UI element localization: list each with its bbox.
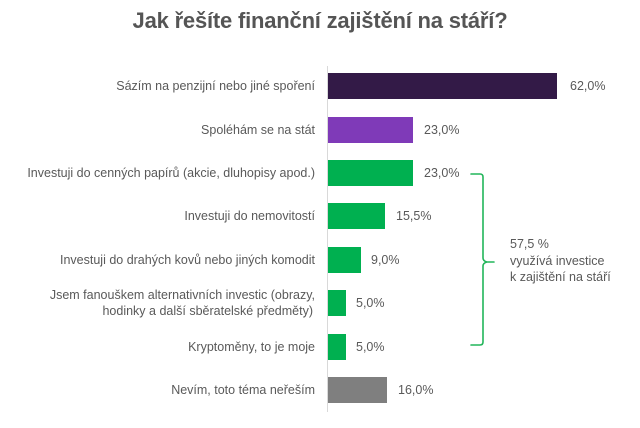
- bar-row: Nevím, toto téma neřeším 16,0%: [0, 377, 640, 403]
- bar-row: Investuji do cenných papírů (akcie, dluh…: [0, 160, 640, 186]
- category-label: Investuji do cenných papírů (akcie, dluh…: [27, 166, 315, 180]
- bar: [328, 247, 361, 273]
- bar-row: Kryptoměny, to je moje 5,0%: [0, 334, 640, 360]
- category-label: Kryptoměny, to je moje: [188, 340, 315, 354]
- bar-row: Spoléhám se na stát 23,0%: [0, 117, 640, 143]
- category-label: Investuji do drahých kovů nebo jiných ko…: [59, 253, 315, 267]
- value-label: 5,0%: [356, 296, 385, 310]
- bar-row: Jsem fanouškem alternativních investic (…: [0, 288, 640, 318]
- annotation-text: využívá investice: [510, 253, 605, 268]
- bar: [328, 160, 413, 186]
- category-label: Investuji do nemovitostí: [184, 209, 315, 223]
- category-label: Sázím na penzijní nebo jiné spoření: [116, 79, 315, 93]
- bar: [328, 117, 413, 143]
- category-label: Spoléhám se na stát: [201, 123, 315, 137]
- bar: [328, 203, 385, 229]
- bar-row: Investuji do nemovitostí 15,5%: [0, 203, 640, 229]
- bar: [328, 377, 387, 403]
- value-label: 16,0%: [398, 383, 434, 397]
- bar: [328, 73, 557, 99]
- annotation-text: k zajištění na stáří: [510, 270, 611, 284]
- investment-annotation: 57,5 % využívá investice k zajištění na …: [510, 236, 611, 286]
- bar-row: Investuji do drahých kovů nebo jiných ko…: [0, 247, 640, 273]
- value-label: 15,5%: [396, 209, 432, 223]
- value-label: 5,0%: [356, 340, 385, 354]
- category-label: Nevím, toto téma neřeším: [171, 383, 315, 397]
- category-label-line: Jsem fanouškem alternativních investic (…: [49, 288, 315, 302]
- value-label: 9,0%: [371, 253, 400, 267]
- curly-brace-icon: [470, 173, 495, 346]
- value-label: 23,0%: [424, 166, 460, 180]
- category-axis-line: [327, 66, 328, 412]
- bar: [328, 290, 346, 316]
- chart-title: Jak řešíte finanční zajištění na stáří?: [132, 8, 508, 33]
- value-label: 62,0%: [570, 79, 606, 93]
- category-label: Jsem fanouškem alternativních investic (…: [50, 286, 315, 320]
- bar-row: Sázím na penzijní nebo jiné spoření 62,0…: [0, 73, 640, 99]
- annotation-percentage: 57,5 %: [510, 237, 549, 251]
- category-label-line: hodinky a další sběratelské předměty): [102, 304, 313, 318]
- value-label: 23,0%: [424, 123, 460, 137]
- bar: [328, 334, 346, 360]
